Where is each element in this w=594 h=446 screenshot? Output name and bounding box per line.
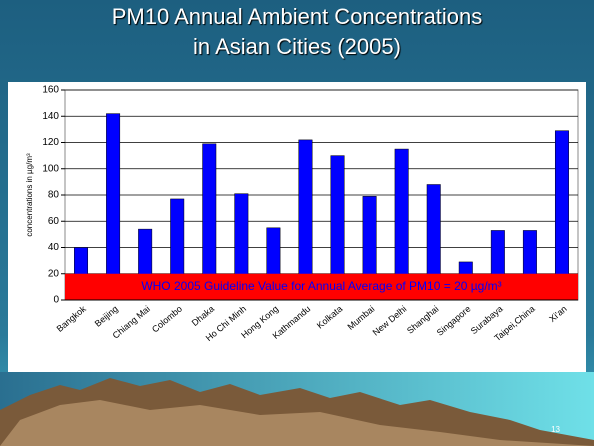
y-tick-label: 160 — [42, 85, 59, 96]
y-tick-label: 100 — [42, 163, 59, 174]
y-tick-label: 120 — [42, 137, 59, 148]
guideline-band — [65, 273, 578, 300]
y-axis-label: concentrations in µg/m³ — [25, 153, 34, 237]
y-tick-label: 80 — [48, 190, 60, 201]
y-tick-label: 60 — [48, 216, 60, 227]
y-tick-label: 140 — [42, 111, 59, 122]
title-line: in Asian Cities (2005) — [193, 34, 401, 59]
y-tick-label: 20 — [48, 268, 60, 279]
mountains-front — [0, 400, 594, 446]
y-tick-label: 0 — [53, 295, 59, 306]
chart-panel — [8, 82, 586, 372]
slide-number: 13 — [551, 425, 560, 434]
y-tick-label: 40 — [48, 242, 60, 253]
title-line: PM10 Annual Ambient Concentrations — [112, 4, 483, 29]
bar — [106, 113, 121, 301]
guideline-label: WHO 2005 Guideline Value for Annual Aver… — [141, 279, 501, 293]
